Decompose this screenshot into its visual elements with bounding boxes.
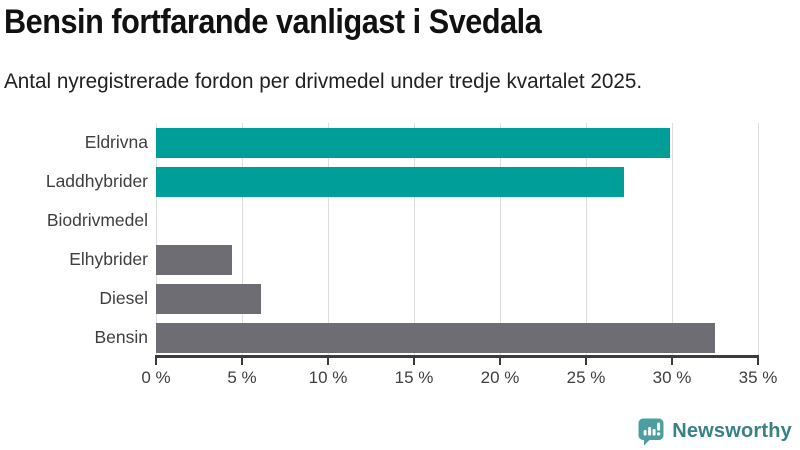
tick-label: 15 % xyxy=(394,368,434,387)
tick-label: 5 % xyxy=(227,368,257,387)
tick-mark xyxy=(155,357,157,365)
category-label: Bensin xyxy=(94,327,148,347)
tick-label: 35 % xyxy=(738,368,778,387)
gridline xyxy=(413,123,415,357)
chart-title: Bensin fortfarande vanligast i Svedala xyxy=(4,3,542,41)
category-label: Elhybrider xyxy=(69,249,148,269)
tick-label: 30 % xyxy=(652,368,692,387)
category-label: Eldrivna xyxy=(84,132,148,152)
category-label: Diesel xyxy=(99,288,148,308)
tick-label: 10 % xyxy=(308,368,348,387)
tick-label: 0 % xyxy=(141,368,171,387)
tick-mark xyxy=(499,357,501,365)
gridline xyxy=(757,123,759,357)
tick-mark xyxy=(585,357,587,365)
gridline xyxy=(499,123,501,357)
chart-subtitle: Antal nyregistrerade fordon per drivmede… xyxy=(4,70,643,93)
tick-label: 25 % xyxy=(566,368,606,387)
bar-laddhybrider xyxy=(156,166,624,197)
bar-bensin xyxy=(156,322,715,353)
gridline xyxy=(671,123,673,357)
tick-mark xyxy=(671,357,673,365)
bar-elhybrider xyxy=(156,244,232,275)
newsworthy-logo: Newsworthy xyxy=(637,417,792,446)
category-label: Biodrivmedel xyxy=(46,210,148,230)
tick-mark xyxy=(413,357,415,365)
gridline xyxy=(585,123,587,357)
bar-diesel xyxy=(156,283,261,314)
bar-eldrivna xyxy=(156,127,671,158)
gridline xyxy=(155,123,157,357)
newsworthy-icon xyxy=(638,418,664,446)
tick-mark xyxy=(327,357,329,365)
plot-area xyxy=(155,123,759,357)
category-label: Laddhybrider xyxy=(45,171,148,191)
tick-label: 20 % xyxy=(480,368,520,387)
newsworthy-wordmark: Newsworthy xyxy=(672,420,792,442)
gridline xyxy=(327,123,329,357)
tick-mark xyxy=(241,357,243,365)
tick-mark xyxy=(757,357,759,365)
gridline xyxy=(241,123,243,357)
x-axis-line xyxy=(155,355,759,358)
